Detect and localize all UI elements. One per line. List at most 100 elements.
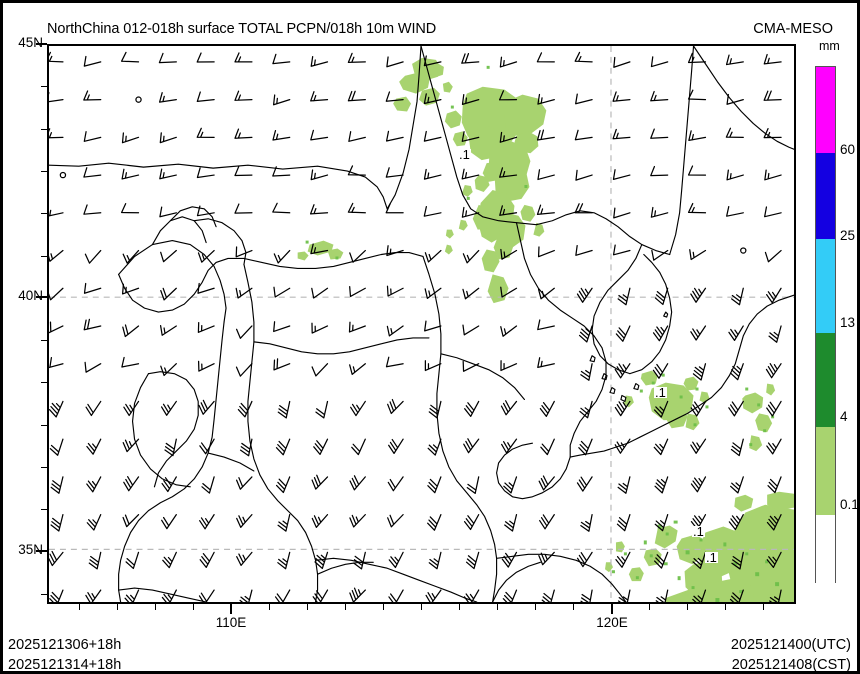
x-minor-tick (155, 604, 156, 610)
wind-barb (84, 361, 102, 373)
wind-barb (311, 363, 329, 377)
wind-barb (726, 93, 744, 105)
wind-barb (350, 400, 366, 417)
wind-barb (766, 287, 782, 304)
wind-barb (385, 130, 404, 142)
wind-barb (462, 287, 480, 300)
wind-barb (423, 93, 442, 105)
wind-barb (84, 249, 102, 264)
wind-barb (311, 474, 329, 490)
wind-barb (124, 589, 140, 602)
x-minor-tick (307, 604, 308, 610)
wind-barb (690, 476, 707, 493)
y-tick-label-40n: 40N (18, 288, 43, 303)
wind-barb (461, 131, 480, 142)
colorbar-segment-25 (816, 153, 835, 239)
wind-barb (161, 514, 177, 530)
wind-barb (201, 476, 215, 494)
y-minor-tick (41, 340, 47, 341)
precipitation-colorbar[interactable] (815, 66, 836, 584)
wind-barb (162, 551, 177, 569)
wind-barb (730, 476, 744, 494)
wind-barb (574, 203, 593, 214)
colorbar-segment-4 (816, 333, 835, 427)
wind-barb (236, 514, 253, 528)
wind-barb (123, 400, 140, 417)
colorbar-segment-60 (816, 67, 835, 153)
x-minor-tick (421, 604, 422, 610)
wind-barb (121, 356, 140, 368)
wind-barb (311, 322, 329, 334)
wind-barb (310, 169, 329, 181)
wind-barb (576, 287, 593, 303)
wind-barb (387, 476, 404, 492)
wind-barb (687, 165, 707, 176)
colorbar-tick-25: 25 (840, 228, 856, 243)
wind-barb (536, 129, 555, 141)
wind-barb (312, 589, 329, 602)
wind-barb (161, 476, 177, 493)
wind-barb (461, 53, 480, 64)
wind-barb (272, 166, 291, 177)
wind-barb (575, 93, 593, 105)
wind-barb (466, 476, 480, 495)
wind-barb (766, 551, 782, 568)
wind-barb (423, 130, 442, 142)
wind-barb (388, 589, 404, 602)
colorbar-segment-top (816, 515, 835, 584)
wind-barb (617, 287, 631, 306)
wind-barb (499, 167, 518, 178)
wind-barb (159, 324, 177, 336)
wind-barb (347, 202, 366, 214)
wind-barb (49, 589, 64, 602)
y-minor-tick (41, 86, 47, 87)
wind-barb (198, 399, 215, 415)
y-tick-label-45n: 45N (18, 35, 43, 50)
wind-barb (725, 54, 744, 66)
wind-barb (537, 319, 555, 331)
wind-barb (462, 360, 480, 372)
wind-barb (689, 249, 707, 261)
wind-barb (612, 169, 631, 180)
wind-barb (275, 476, 291, 494)
wind-barb (197, 282, 215, 294)
wind-barb (764, 169, 782, 181)
wind-barbs (49, 51, 782, 602)
y-minor-tick (41, 129, 47, 130)
wind-barb (272, 202, 291, 214)
wind-barb (349, 249, 366, 263)
wind-barb-calm (59, 171, 67, 179)
wind-barb (537, 246, 555, 258)
graticule-lines (49, 46, 794, 602)
wind-barb (537, 169, 555, 181)
wind-barb (234, 165, 253, 177)
wind-barb (503, 476, 518, 494)
wind-barb (122, 324, 140, 338)
wind-barb (49, 357, 64, 369)
wind-barb (199, 438, 215, 455)
wind-barb (502, 589, 518, 602)
wind-barb (348, 131, 366, 142)
wind-barb (273, 286, 291, 298)
wind-barb (239, 438, 253, 457)
x-minor-tick (345, 604, 346, 610)
wind-barb (158, 92, 177, 103)
wind-barb (235, 325, 253, 339)
wind-barb (235, 246, 253, 258)
wind-barb (159, 132, 177, 144)
wind-barb (461, 206, 480, 218)
wind-barb (386, 56, 404, 68)
wind-barb (315, 400, 329, 419)
wind-barb (690, 514, 707, 531)
wind-barb (765, 363, 782, 379)
wind-barb (161, 589, 177, 602)
x-minor-tick (79, 604, 80, 610)
wind-barb (49, 550, 64, 567)
wind-barb (424, 320, 442, 332)
wind-barb (687, 89, 707, 101)
y-tick-label-35n: 35N (18, 542, 43, 557)
x-minor-tick (649, 604, 650, 610)
map-canvas[interactable]: .1 .1 .1 .1 (47, 44, 796, 604)
wind-barb (347, 90, 366, 102)
